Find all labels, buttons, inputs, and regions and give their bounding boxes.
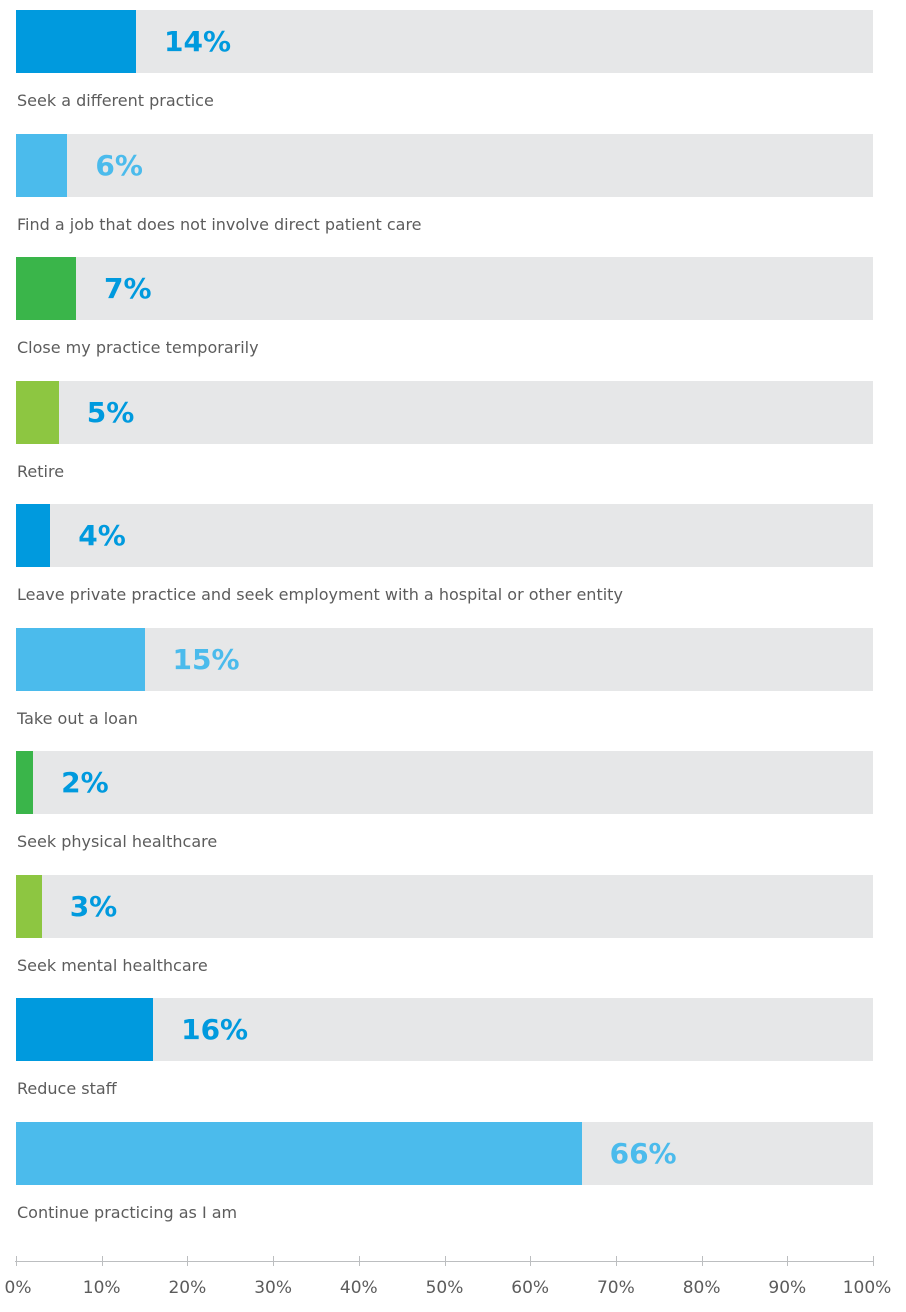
x-axis: 0% 10% 20% 30% 40% 50% 60% 70% 80% 90% 100% [0, 1250, 906, 1312]
bar [16, 1122, 582, 1185]
bar-track: 3% [16, 875, 873, 938]
x-tick-label: 50% [425, 1278, 464, 1298]
x-tick [787, 1256, 788, 1266]
x-tick [616, 1256, 617, 1266]
x-tick-label: 100% [842, 1278, 892, 1298]
x-tick-label: 20% [168, 1278, 207, 1298]
category-label: Continue practicing as I am [17, 1203, 238, 1222]
data-label: 66% [609, 1137, 677, 1170]
data-label: 2% [61, 766, 109, 799]
data-label: 15% [172, 643, 240, 676]
x-tick-label: 80% [682, 1278, 721, 1298]
bar [16, 10, 136, 73]
bar [16, 134, 68, 197]
x-tick [273, 1256, 274, 1266]
category-label: Seek physical healthcare [17, 832, 218, 851]
x-tick-label: 10% [82, 1278, 121, 1298]
bar-track: 5% [16, 381, 873, 444]
bar-track: 14% [16, 10, 873, 73]
data-label: 5% [86, 396, 135, 429]
bar [16, 998, 154, 1061]
bar-track: 2% [16, 751, 873, 814]
x-tick [873, 1256, 874, 1266]
bar [16, 751, 34, 814]
x-tick [187, 1256, 188, 1266]
x-tick-label: 60% [511, 1278, 550, 1298]
bar-track: 66% [16, 1122, 873, 1185]
bar [16, 257, 76, 320]
category-label: Reduce staff [17, 1079, 117, 1098]
x-tick [530, 1256, 531, 1266]
category-label: Leave private practice and seek employme… [17, 585, 623, 604]
category-label: Find a job that does not involve direct … [17, 215, 422, 234]
bar [16, 628, 145, 691]
data-label: 14% [164, 25, 232, 58]
bar [16, 504, 51, 567]
data-label: 16% [181, 1013, 249, 1046]
x-axis-line [15, 1261, 874, 1262]
bar [16, 381, 59, 444]
x-tick [102, 1256, 103, 1266]
category-label: Close my practice temporarily [17, 338, 259, 357]
data-label: 6% [95, 149, 143, 182]
x-tick [445, 1256, 446, 1266]
x-tick-label: 90% [768, 1278, 807, 1298]
bar-track: 15% [16, 628, 873, 691]
bar-track: 6% [16, 134, 873, 197]
category-label: Take out a loan [17, 709, 138, 728]
x-tick [16, 1256, 17, 1266]
category-label: Seek a different practice [17, 91, 214, 110]
bar-track: 16% [16, 998, 873, 1061]
category-label: Retire [17, 462, 65, 481]
category-label: Seek mental healthcare [17, 956, 208, 975]
x-tick-label: 40% [339, 1278, 378, 1298]
x-tick-label: 30% [254, 1278, 292, 1298]
x-tick [702, 1256, 703, 1266]
bar-track: 4% [16, 504, 873, 567]
data-label: 4% [78, 519, 126, 552]
x-tick [359, 1256, 360, 1266]
bar [16, 875, 42, 938]
x-tick-label: 70% [596, 1278, 635, 1298]
data-label: 3% [69, 890, 118, 923]
x-tick-label: 0% [4, 1278, 32, 1298]
data-label: 7% [104, 272, 152, 305]
bar-track: 7% [16, 257, 873, 320]
